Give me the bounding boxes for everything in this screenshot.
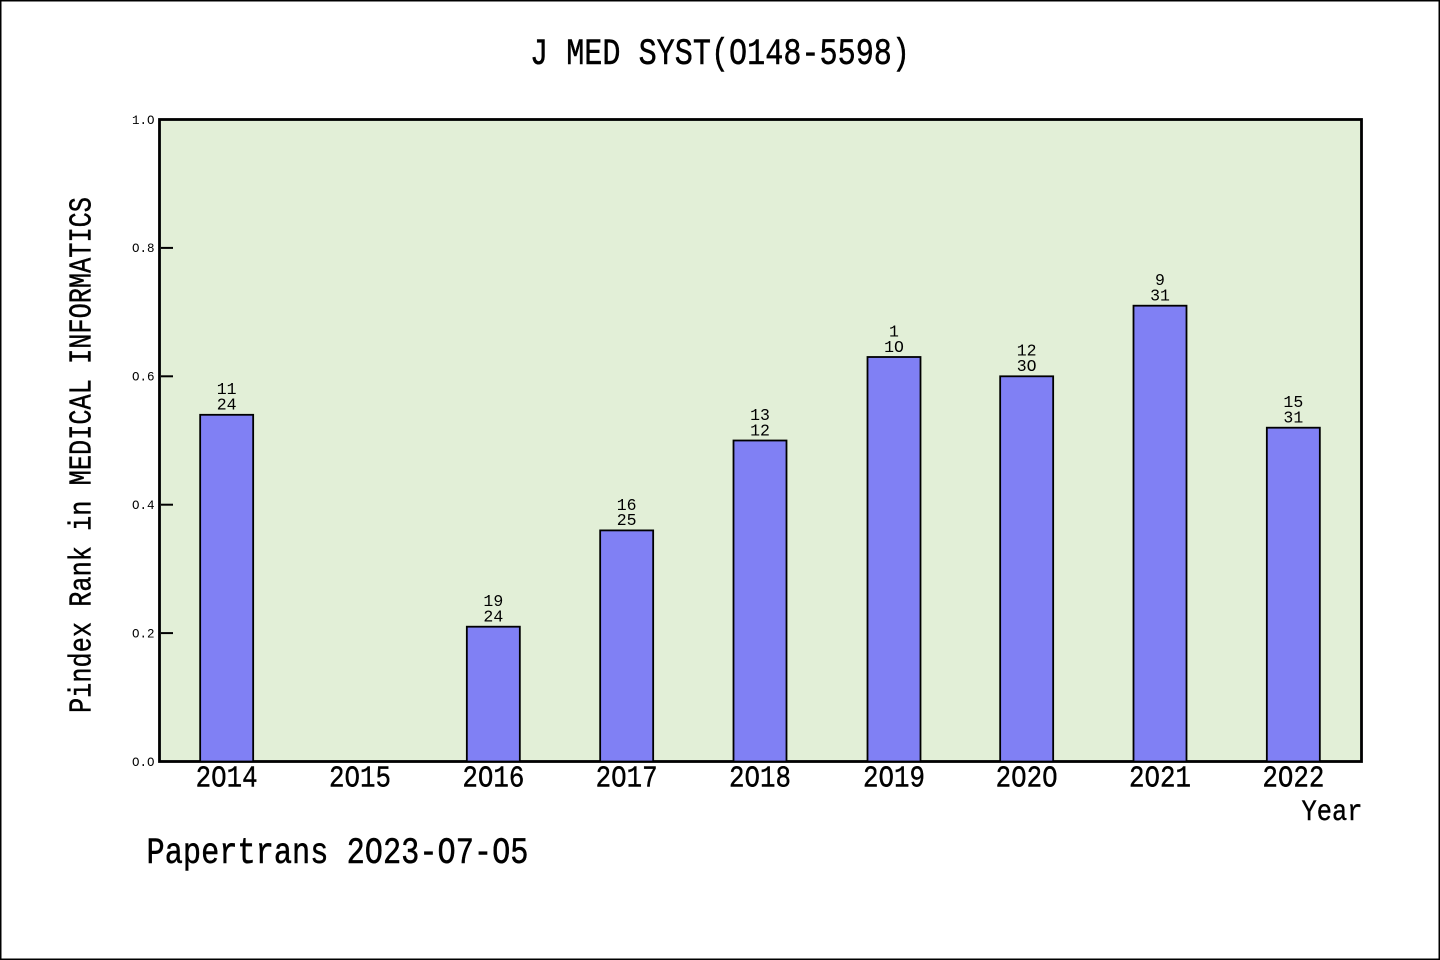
svg-text:2O19: 2O19 xyxy=(863,762,925,797)
svg-text:Pindex Rank in MEDICAL INFORMA: Pindex Rank in MEDICAL INFORMATICS xyxy=(66,197,101,713)
svg-text:3O: 3O xyxy=(1017,357,1037,376)
svg-text:15: 15 xyxy=(1283,393,1303,412)
svg-text:25: 25 xyxy=(617,511,637,530)
svg-text:24: 24 xyxy=(483,608,503,627)
svg-text:12: 12 xyxy=(750,421,770,440)
svg-text:2O14: 2O14 xyxy=(196,762,258,797)
svg-text:1.O: 1.O xyxy=(132,114,155,128)
svg-text:11: 11 xyxy=(217,380,237,399)
svg-text:O.2: O.2 xyxy=(132,627,155,641)
svg-text:13: 13 xyxy=(750,406,770,425)
svg-text:Papertrans 2O23-O7-O5: Papertrans 2O23-O7-O5 xyxy=(147,833,529,875)
svg-text:J MED SYST(O148-5598): J MED SYST(O148-5598) xyxy=(530,34,910,76)
svg-text:16: 16 xyxy=(617,496,637,515)
svg-text:1: 1 xyxy=(889,322,899,341)
svg-text:31: 31 xyxy=(1283,409,1303,428)
svg-text:2O2O: 2O2O xyxy=(996,762,1058,797)
svg-text:2O22: 2O22 xyxy=(1262,762,1324,797)
svg-text:O.O: O.O xyxy=(132,756,155,770)
svg-text:2O15: 2O15 xyxy=(329,762,391,797)
svg-text:O.6: O.6 xyxy=(132,371,155,385)
svg-text:2O21: 2O21 xyxy=(1129,762,1191,797)
svg-text:2O16: 2O16 xyxy=(462,762,524,797)
svg-text:9: 9 xyxy=(1155,271,1165,290)
svg-text:Year: Year xyxy=(1302,796,1363,830)
svg-text:1O: 1O xyxy=(884,338,904,357)
svg-text:12: 12 xyxy=(1017,342,1037,361)
svg-text:24: 24 xyxy=(217,396,237,415)
svg-text:19: 19 xyxy=(483,592,503,611)
svg-text:31: 31 xyxy=(1150,287,1170,306)
svg-text:O.4: O.4 xyxy=(132,499,155,513)
svg-text:O.8: O.8 xyxy=(132,242,155,256)
svg-text:2O18: 2O18 xyxy=(729,762,791,797)
svg-text:2O17: 2O17 xyxy=(596,762,658,797)
